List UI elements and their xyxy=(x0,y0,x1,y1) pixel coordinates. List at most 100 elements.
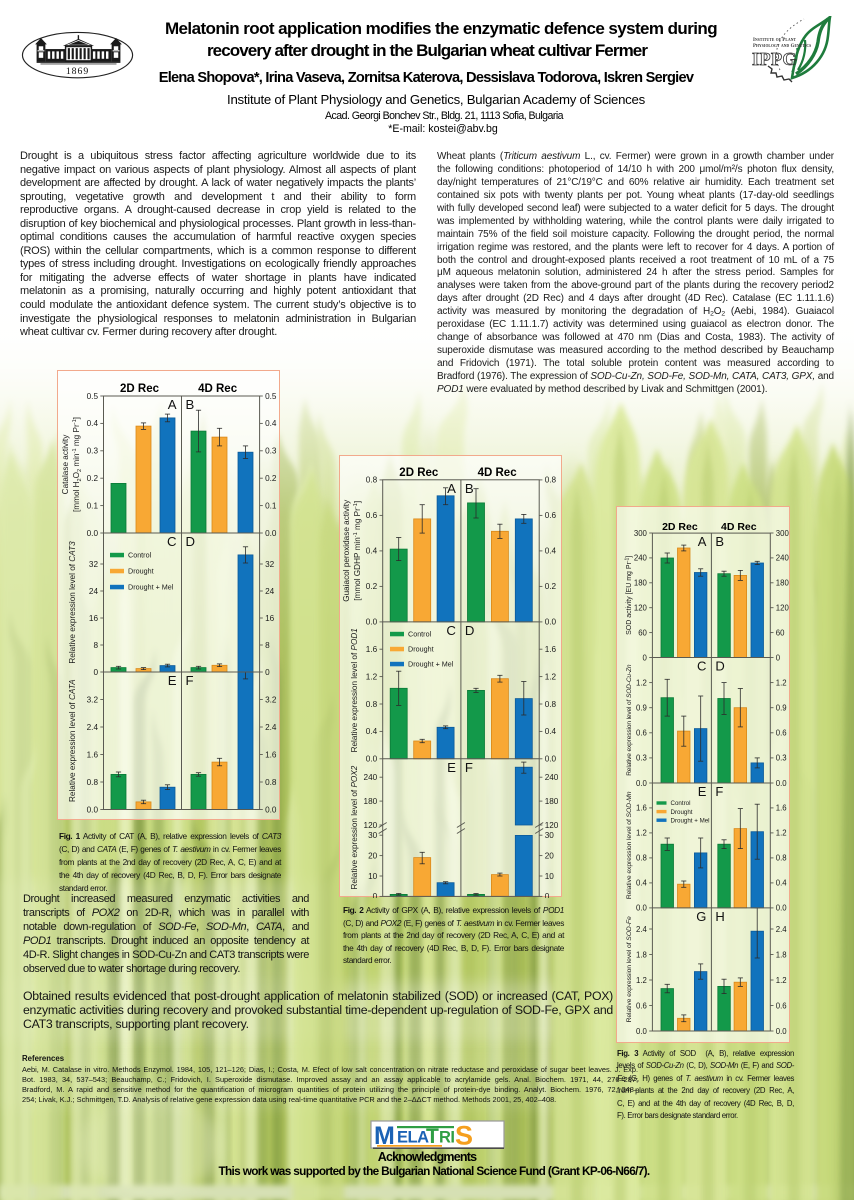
svg-text:1.6: 1.6 xyxy=(545,645,557,654)
svg-text:24: 24 xyxy=(89,587,99,596)
svg-text:0.0: 0.0 xyxy=(366,755,378,764)
svg-text:0.8: 0.8 xyxy=(636,854,647,863)
svg-text:Drought: Drought xyxy=(671,809,693,816)
svg-text:0.6: 0.6 xyxy=(776,1001,787,1010)
svg-text:0.1: 0.1 xyxy=(265,501,277,510)
svg-text:1.2: 1.2 xyxy=(545,672,557,681)
svg-text:2D Rec: 2D Rec xyxy=(662,521,698,533)
svg-text:180: 180 xyxy=(776,579,790,588)
svg-text:16: 16 xyxy=(89,614,99,623)
svg-text:0.3: 0.3 xyxy=(87,447,99,456)
svg-text:INSTITUTE OF PLANT: INSTITUTE OF PLANT xyxy=(753,38,796,43)
svg-text:8: 8 xyxy=(265,641,270,650)
svg-text:20: 20 xyxy=(368,851,378,860)
svg-text:1.6: 1.6 xyxy=(265,750,277,759)
svg-text:D: D xyxy=(186,534,196,549)
svg-text:1.6: 1.6 xyxy=(636,804,647,813)
svg-text:F: F xyxy=(465,760,473,775)
svg-text:120: 120 xyxy=(364,821,378,830)
svg-text:0.2: 0.2 xyxy=(87,474,99,483)
svg-text:0.0: 0.0 xyxy=(776,1027,788,1036)
svg-text:0: 0 xyxy=(776,653,781,662)
svg-text:0.6: 0.6 xyxy=(636,1001,647,1010)
svg-text:2.4: 2.4 xyxy=(87,723,99,732)
svg-text:E: E xyxy=(168,673,177,688)
svg-text:0.4: 0.4 xyxy=(87,419,99,428)
svg-text:0.8: 0.8 xyxy=(545,476,557,485)
svg-text:0.4: 0.4 xyxy=(265,419,277,428)
svg-text:0.6: 0.6 xyxy=(776,729,787,738)
svg-text:240: 240 xyxy=(634,554,648,563)
svg-text:0.6: 0.6 xyxy=(636,729,647,738)
svg-text:0.4: 0.4 xyxy=(545,547,557,556)
svg-text:D: D xyxy=(715,659,724,674)
svg-text:RI: RI xyxy=(439,1129,455,1147)
svg-text:0.8: 0.8 xyxy=(366,476,378,485)
svg-text:0.8: 0.8 xyxy=(545,700,557,709)
svg-text:Relative expression level of S: Relative expression level of SOD-Cu-Zn xyxy=(626,664,633,776)
svg-text:0.3: 0.3 xyxy=(776,754,787,763)
svg-text:30: 30 xyxy=(545,831,555,840)
svg-text:0.4: 0.4 xyxy=(636,879,648,888)
svg-text:180: 180 xyxy=(545,797,559,806)
svg-text:4D Rec: 4D Rec xyxy=(478,467,518,479)
svg-text:B: B xyxy=(715,534,724,549)
svg-text:0.2: 0.2 xyxy=(545,582,557,591)
svg-text:Guaiacol peroxidase activity: Guaiacol peroxidase activity xyxy=(342,499,351,602)
svg-text:240: 240 xyxy=(545,773,559,782)
svg-text:0.9: 0.9 xyxy=(636,704,647,713)
svg-text:120: 120 xyxy=(634,604,648,613)
svg-text:0.3: 0.3 xyxy=(636,754,647,763)
svg-text:3.2: 3.2 xyxy=(265,695,277,704)
svg-text:0.4: 0.4 xyxy=(545,727,557,736)
svg-text:0.0: 0.0 xyxy=(545,755,557,764)
svg-text:Relative expression level of C: Relative expression level of CAT3 xyxy=(68,541,77,664)
svg-text:120: 120 xyxy=(545,821,559,830)
svg-text:0.0: 0.0 xyxy=(776,904,788,913)
svg-text:0: 0 xyxy=(545,892,550,898)
svg-text:Control: Control xyxy=(671,800,691,807)
svg-text:1.6: 1.6 xyxy=(776,804,787,813)
svg-text:1.2: 1.2 xyxy=(776,678,787,687)
svg-text:2.4: 2.4 xyxy=(636,925,648,934)
svg-text:16: 16 xyxy=(265,614,275,623)
svg-text:S: S xyxy=(455,1121,473,1151)
svg-text:F: F xyxy=(186,673,194,688)
svg-text:1.2: 1.2 xyxy=(366,672,378,681)
svg-text:T: T xyxy=(426,1125,439,1148)
svg-text:Control: Control xyxy=(408,630,432,639)
svg-text:0.0: 0.0 xyxy=(636,904,648,913)
svg-text:Relative expression level of P: Relative expression level of POD1 xyxy=(350,628,359,752)
svg-text:32: 32 xyxy=(265,560,275,569)
svg-text:0.2: 0.2 xyxy=(366,582,378,591)
svg-text:0: 0 xyxy=(265,668,270,677)
svg-text:D: D xyxy=(465,623,475,638)
svg-text:0.4: 0.4 xyxy=(366,727,378,736)
svg-text:C: C xyxy=(697,659,706,674)
svg-text:C: C xyxy=(446,623,456,638)
svg-text:60: 60 xyxy=(638,628,647,637)
svg-text:0.0: 0.0 xyxy=(265,805,277,814)
svg-text:0.0: 0.0 xyxy=(265,529,277,538)
svg-text:[mmol H2O2 min-1 mg Pr-1]: [mmol H2O2 min-1 mg Pr-1] xyxy=(72,417,83,512)
svg-text:Drought: Drought xyxy=(128,567,154,576)
svg-text:G: G xyxy=(696,909,706,924)
svg-text:32: 32 xyxy=(89,560,99,569)
svg-text:0.8: 0.8 xyxy=(366,700,378,709)
svg-text:1.2: 1.2 xyxy=(636,976,647,985)
svg-text:1.2: 1.2 xyxy=(636,829,647,838)
svg-text:SOD activity [EU mg Pr-1]: SOD activity [EU mg Pr-1] xyxy=(625,556,633,635)
svg-text:Relative expression level of P: Relative expression level of POX2 xyxy=(350,765,359,889)
svg-text:F: F xyxy=(715,784,723,799)
svg-text:0.0: 0.0 xyxy=(776,779,788,788)
svg-text:0.5: 0.5 xyxy=(87,392,99,401)
svg-text:240: 240 xyxy=(776,554,790,563)
svg-text:2.4: 2.4 xyxy=(776,925,788,934)
svg-text:Drought: Drought xyxy=(408,645,434,654)
svg-text:1.8: 1.8 xyxy=(776,950,787,959)
svg-text:Catalase activity: Catalase activity xyxy=(61,434,70,495)
svg-text:0.0: 0.0 xyxy=(545,618,557,627)
svg-text:0.0: 0.0 xyxy=(366,618,378,627)
svg-text:[mmol GDHP min-1 mg Pr-1]: [mmol GDHP min-1 mg Pr-1] xyxy=(353,501,362,601)
svg-text:A: A xyxy=(168,397,177,412)
